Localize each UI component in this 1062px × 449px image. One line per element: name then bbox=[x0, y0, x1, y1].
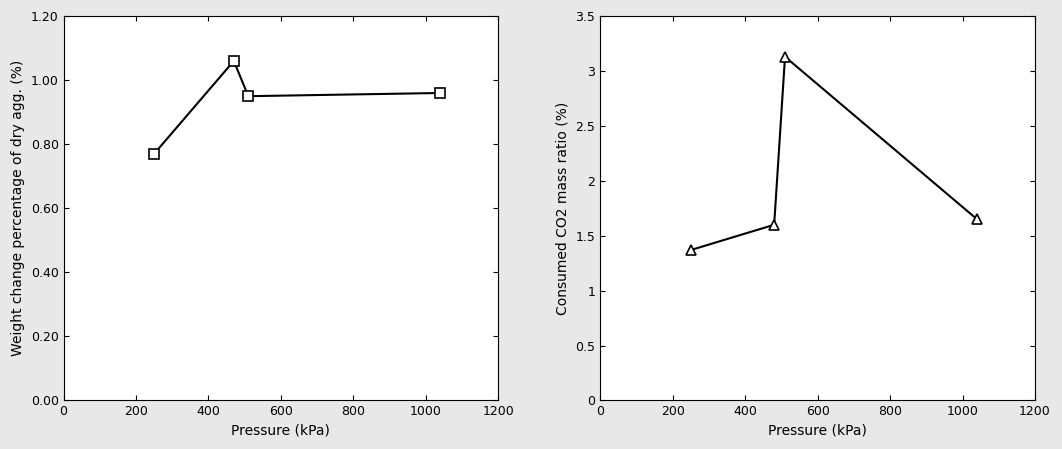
X-axis label: Pressure (kPa): Pressure (kPa) bbox=[232, 424, 330, 438]
Y-axis label: Weight change percentage of dry agg. (%): Weight change percentage of dry agg. (%) bbox=[11, 60, 25, 357]
X-axis label: Pressure (kPa): Pressure (kPa) bbox=[768, 424, 867, 438]
Y-axis label: Consumed CO2 mass ratio (%): Consumed CO2 mass ratio (%) bbox=[555, 101, 570, 315]
